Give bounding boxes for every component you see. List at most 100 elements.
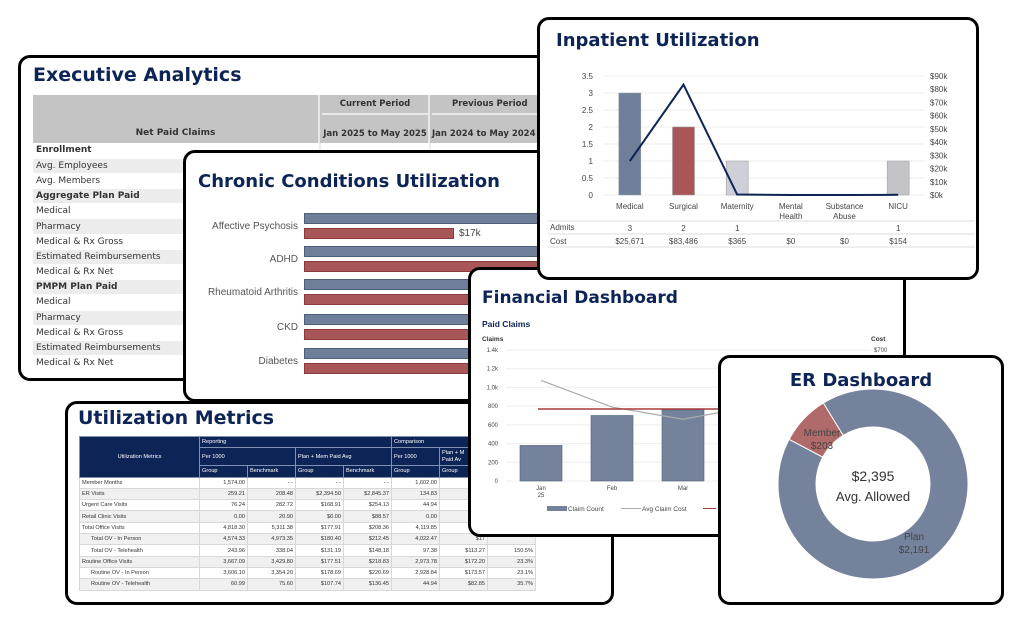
- row-label: Routine Office Visits: [79, 555, 200, 568]
- cost-value: $83,486: [669, 237, 698, 246]
- category-label: Mental: [779, 202, 803, 211]
- table-row: Total OV - Telehealth 243.96 338.04 $131.19…: [79, 544, 537, 557]
- plan-slice-name: Plan: [904, 532, 924, 543]
- condition-label: Diabetes: [258, 356, 298, 367]
- cell-value: 0.00: [391, 510, 441, 523]
- cell-value: 0.00: [199, 510, 248, 523]
- avg-allowed-value: $2,395: [852, 468, 895, 484]
- previous-period-label: Previous Period: [452, 99, 528, 109]
- legend-avg-claim-cost: Avg Claim Cost: [642, 506, 687, 513]
- cell-value: 3,354.20: [247, 566, 296, 580]
- cell-value: 35.7%: [487, 578, 537, 591]
- cell-value: 3,667.09: [199, 555, 248, 568]
- er-donut-chart: Member $203 Plan $2,191 $2,395 Avg. Allowed: [777, 388, 969, 580]
- financial-dashboard-title: Financial Dashboard: [482, 288, 678, 308]
- cell-value: $173.57: [439, 566, 489, 580]
- current-period-label: Current Period: [339, 99, 411, 109]
- y-tick: 1.0k: [487, 385, 499, 391]
- inpatient-chart: 0 0.5 1 1.5 2 2.5 3 3.5 $0k $10k $20k $30k $40k $50k $…: [548, 72, 975, 248]
- claim-count-bar: [519, 445, 563, 482]
- x-tick: Mar: [678, 486, 688, 492]
- cell-value: 4,119.85: [391, 521, 441, 535]
- row-label: Routine OV - Telehealth: [79, 578, 200, 591]
- cell-value: $218.83: [342, 555, 393, 568]
- cell-value: 23.3%: [487, 555, 537, 568]
- x-tick: 25: [538, 493, 545, 499]
- right-tick: $20k: [930, 165, 948, 174]
- y-tick: 200: [488, 460, 499, 466]
- current-bar: [304, 246, 560, 257]
- x-tick: Feb: [607, 486, 618, 492]
- header-reporting: Reporting: [198, 435, 393, 449]
- header-group: Group: [391, 465, 441, 478]
- previous-bar: [304, 228, 454, 239]
- cell-value: $208.36: [342, 521, 393, 535]
- cell-value: 338.04: [247, 544, 296, 557]
- condition-label: CKD: [276, 322, 298, 333]
- header-per1000: Per 1000: [199, 447, 296, 467]
- member-slice-value: $203: [811, 441, 834, 452]
- cell-value: $254.13: [342, 499, 393, 512]
- previous-bar: [304, 363, 560, 374]
- header-benchmark: Benchmark: [342, 465, 393, 478]
- condition-label: ADHD: [269, 254, 298, 265]
- legend-swatch-claim-count: [547, 506, 567, 511]
- cell-value: 3,429.80: [247, 555, 296, 568]
- cell-value: $168.91: [295, 499, 344, 512]
- cell-value: 1,602.00: [391, 476, 441, 489]
- admits-value: 1: [896, 224, 901, 233]
- admits-bar: [672, 126, 695, 196]
- cell-value: $0.00: [295, 510, 344, 523]
- cell-value: 60.99: [199, 578, 248, 591]
- current-range: Jan 2025 to May 2025: [322, 113, 428, 139]
- cell-value: 3,606.10: [199, 566, 248, 580]
- cell-value: 2,928.84: [391, 566, 441, 580]
- header-corner: Utilization Metrics: [79, 436, 200, 478]
- row-label: ER Visits: [79, 487, 200, 501]
- plan-slice-value: $2,191: [899, 545, 930, 556]
- cost-line: [629, 82, 899, 196]
- cell-value: 5,311.38: [247, 521, 296, 535]
- condition-label: Affective Psychosis: [212, 221, 298, 232]
- paid-claims-subtitle: Paid Claims: [482, 319, 531, 329]
- current-period-header: Current Period Jan 2025 to May 2025: [322, 95, 430, 143]
- left-tick: 3: [589, 89, 594, 98]
- left-tick: 2.5: [582, 106, 594, 115]
- claims-axis-label: Claims: [482, 336, 504, 343]
- cell-value: $2,394.50: [295, 487, 344, 501]
- current-bar: [304, 279, 560, 290]
- claim-count-bar: [590, 415, 634, 482]
- cell-value: 76.24: [199, 499, 248, 512]
- row-label: Urgent Care Visits: [79, 499, 200, 512]
- cell-value: $172.20: [439, 555, 489, 568]
- cell-value: $177.51: [295, 555, 344, 568]
- previous-bar: [304, 294, 560, 305]
- member-slice-name: Member: [804, 428, 841, 439]
- cost-value: $0: [786, 237, 795, 246]
- left-tick: 0.5: [582, 174, 594, 183]
- claim-count-bar: [661, 409, 705, 482]
- net-paid-claims-header: Net Paid Claims: [33, 95, 320, 143]
- x-tick: Jan: [536, 486, 546, 492]
- cost-axis-label: Cost: [871, 336, 886, 343]
- cell-value: 150.5%: [487, 544, 537, 557]
- bar-data-label: $17k: [459, 228, 481, 239]
- right-tick: $10k: [930, 178, 948, 187]
- left-tick: 1.5: [582, 140, 594, 149]
- current-bar: [304, 314, 560, 325]
- y-tick: 600: [488, 423, 499, 429]
- cell-value: 208.48: [247, 487, 296, 501]
- slice-plan: [777, 388, 969, 580]
- header-per1000-comp: Per 1000: [391, 447, 441, 467]
- left-tick: 0: [589, 191, 594, 200]
- chronic-conditions-card: Chronic Conditions Utilization Affective…: [183, 150, 563, 402]
- row-label: Total Office Visits: [79, 521, 200, 535]
- row-label: Member Months: [79, 476, 200, 489]
- row-label: Retail Clinic Visits: [79, 510, 200, 523]
- header-benchmark: Benchmark: [247, 465, 296, 478]
- category-label: Health: [779, 212, 802, 221]
- y-tick: 1.4k: [487, 348, 499, 354]
- cell-value: $113.27: [439, 544, 489, 557]
- cell-value: $136.45: [342, 578, 393, 591]
